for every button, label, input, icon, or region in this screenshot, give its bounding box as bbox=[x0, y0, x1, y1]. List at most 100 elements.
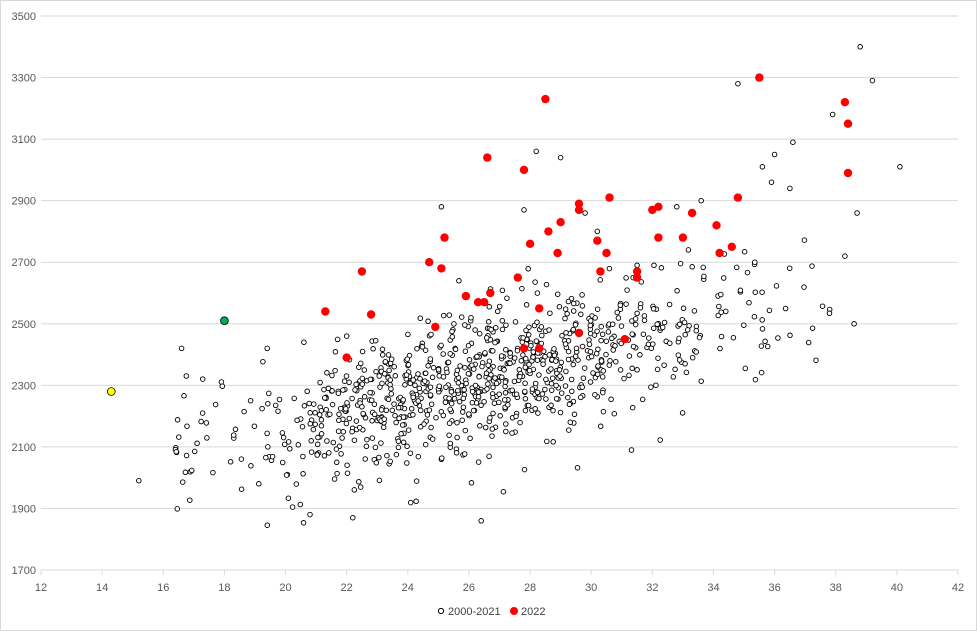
point-2000-2021 bbox=[565, 394, 571, 401]
point-2000-2021 bbox=[496, 303, 503, 310]
point-2022 bbox=[535, 304, 544, 313]
point-2000-2021 bbox=[388, 391, 395, 397]
point-2000-2021 bbox=[187, 497, 193, 503]
point-2000-2021 bbox=[634, 262, 640, 269]
point-2000-2021 bbox=[210, 469, 216, 476]
point-2000-2021 bbox=[718, 333, 725, 340]
point-2000-2021 bbox=[448, 389, 455, 395]
point-2000-2021 bbox=[454, 367, 461, 374]
point-2000-2021 bbox=[587, 379, 594, 385]
point-2022 bbox=[596, 267, 605, 276]
point-2000-2021 bbox=[600, 389, 606, 396]
point-2000-2021 bbox=[447, 350, 453, 357]
point-2000-2021 bbox=[468, 314, 474, 321]
point-2000-2021 bbox=[759, 164, 766, 170]
point-2000-2021 bbox=[376, 454, 382, 461]
point-2000-2021 bbox=[657, 437, 663, 443]
point-2000-2021 bbox=[360, 410, 366, 417]
point-2000-2021 bbox=[547, 310, 553, 316]
point-2000-2021 bbox=[528, 342, 534, 349]
point-2000-2021 bbox=[373, 460, 380, 466]
point-2000-2021 bbox=[359, 375, 366, 382]
point-2000-2021 bbox=[558, 390, 565, 396]
point-2000-2021 bbox=[405, 331, 411, 338]
point-2000-2021 bbox=[534, 357, 541, 363]
point-2000-2021 bbox=[661, 319, 668, 326]
point-2000-2021 bbox=[427, 384, 434, 390]
point-2000-2021 bbox=[362, 456, 368, 462]
point-2000-2021 bbox=[782, 305, 789, 312]
point-2000-2021 bbox=[556, 303, 563, 310]
point-2000-2021 bbox=[546, 352, 553, 358]
point-2000-2021 bbox=[484, 386, 490, 392]
point-2000-2021 bbox=[594, 328, 600, 334]
point-2000-2021 bbox=[534, 319, 540, 325]
point-2000-2021 bbox=[449, 328, 455, 335]
point-2000-2021 bbox=[626, 372, 632, 379]
point-2000-2021 bbox=[675, 352, 682, 358]
point-2000-2021 bbox=[548, 380, 555, 387]
point-2000-2021 bbox=[499, 326, 506, 333]
point-2000-2021 bbox=[479, 363, 485, 370]
point-2000-2021 bbox=[376, 477, 383, 484]
point-2000-2021 bbox=[451, 395, 458, 402]
point-2000-2021 bbox=[422, 370, 429, 377]
point-2000-2021 bbox=[444, 369, 450, 376]
point-2000-2021 bbox=[372, 444, 379, 451]
point-2000-2021 bbox=[301, 403, 308, 409]
point-2000-2021 bbox=[698, 197, 704, 204]
point-2000-2021 bbox=[461, 451, 468, 457]
point-2000-2021 bbox=[558, 359, 565, 366]
point-2000-2021 bbox=[373, 368, 379, 375]
legend: 2000-2021 2022 bbox=[437, 606, 545, 618]
point-2000-2021 bbox=[342, 406, 349, 412]
point-2000-2021 bbox=[746, 299, 752, 306]
point-2000-2021 bbox=[682, 361, 688, 367]
point-2000-2021 bbox=[568, 376, 575, 383]
point-2000-2021 bbox=[490, 410, 496, 417]
point-2000-2021 bbox=[546, 327, 552, 333]
point-2000-2021 bbox=[404, 443, 410, 450]
point-2000-2021 bbox=[572, 353, 579, 360]
point-2000-2021 bbox=[378, 407, 385, 413]
point-2000-2021 bbox=[455, 387, 461, 394]
point-2000-2021 bbox=[311, 401, 317, 407]
point-2000-2021 bbox=[758, 369, 765, 376]
point-2000-2021 bbox=[344, 470, 351, 476]
point-2000-2021 bbox=[417, 375, 423, 382]
point-2000-2021 bbox=[612, 343, 618, 349]
point-2000-2021 bbox=[591, 332, 598, 338]
point-2000-2021 bbox=[674, 204, 680, 210]
point-2000-2021 bbox=[698, 378, 704, 384]
point-2000-2021 bbox=[454, 419, 460, 426]
point-2000-2021 bbox=[733, 264, 740, 271]
point-2000-2021 bbox=[367, 376, 374, 383]
point-2000-2021 bbox=[403, 372, 410, 378]
point-2000-2021 bbox=[603, 351, 609, 358]
point-2000-2021 bbox=[405, 427, 412, 433]
point-2000-2021 bbox=[486, 375, 492, 382]
point-2022 bbox=[342, 353, 351, 362]
point-2000-2021 bbox=[191, 448, 198, 455]
point-2000-2021 bbox=[358, 360, 364, 367]
point-2000-2021 bbox=[621, 375, 627, 382]
point-2000-2021 bbox=[194, 440, 200, 447]
point-2000-2021 bbox=[559, 332, 565, 339]
point-2000-2021 bbox=[285, 495, 292, 501]
point-2000-2021 bbox=[586, 337, 592, 343]
point-2000-2021 bbox=[458, 314, 465, 320]
point-2000-2021 bbox=[349, 395, 355, 402]
point-2022 bbox=[687, 208, 697, 218]
point-2000-2021 bbox=[178, 345, 185, 352]
point-2000-2021 bbox=[491, 400, 498, 406]
point-2000-2021 bbox=[587, 322, 594, 329]
point-2000-2021 bbox=[609, 321, 616, 327]
x-tick-label: 34 bbox=[707, 582, 719, 594]
point-2000-2021 bbox=[476, 330, 483, 337]
point-2022 bbox=[654, 233, 663, 242]
point-2022 bbox=[425, 258, 434, 267]
point-2000-2021 bbox=[505, 402, 511, 408]
point-2000-2021 bbox=[203, 420, 210, 426]
point-2000-2021 bbox=[672, 366, 678, 373]
point-2000-2021 bbox=[307, 421, 314, 427]
